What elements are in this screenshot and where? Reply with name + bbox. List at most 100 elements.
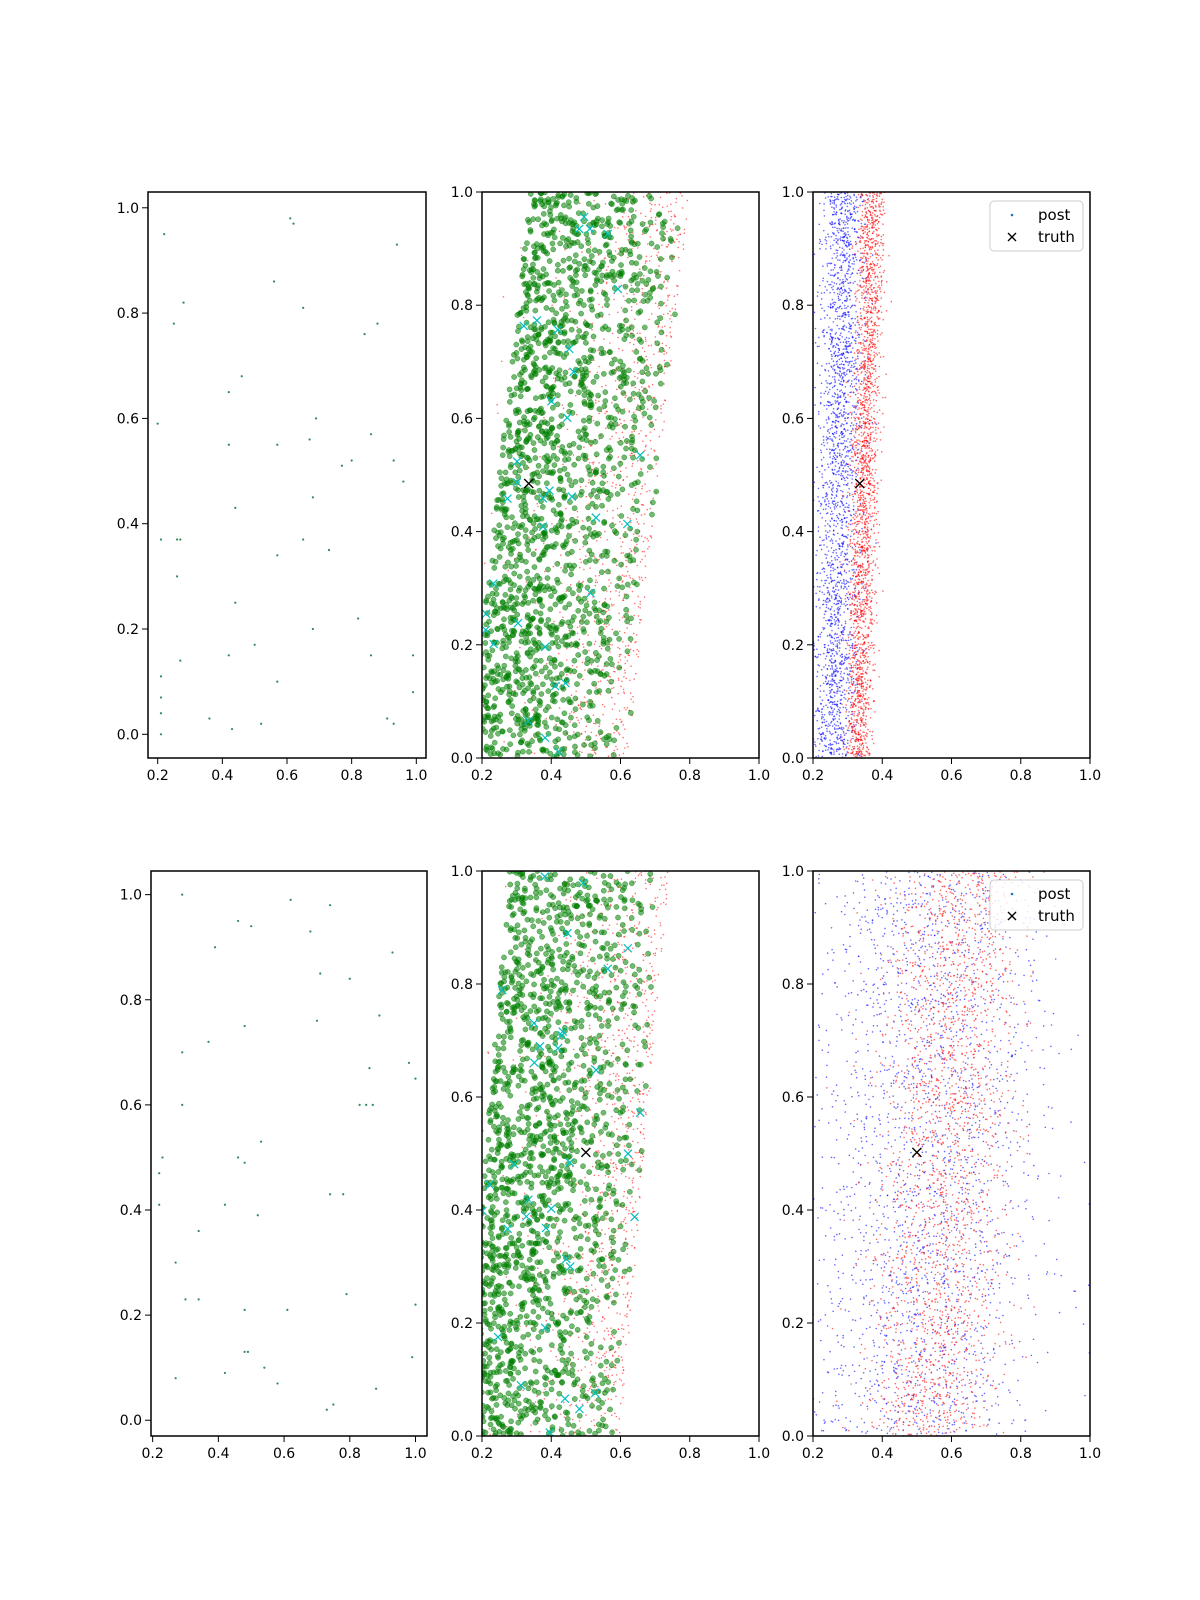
data-point <box>661 244 663 246</box>
data-point <box>818 732 821 735</box>
data-point <box>559 611 561 614</box>
data-point <box>844 657 847 659</box>
data-point <box>850 468 852 471</box>
data-point <box>837 231 840 234</box>
data-point <box>827 429 830 431</box>
data-point <box>828 326 830 328</box>
data-point <box>858 334 861 336</box>
data-point <box>833 524 835 526</box>
data-point <box>648 226 650 228</box>
data-point <box>567 492 577 502</box>
data-point <box>540 468 546 474</box>
data-point <box>670 360 672 362</box>
data-point <box>572 478 579 485</box>
data-point <box>515 749 521 756</box>
data-point <box>821 591 824 594</box>
data-point <box>654 223 657 225</box>
data-point <box>840 461 842 464</box>
data-point <box>651 525 654 527</box>
data-point <box>525 624 532 630</box>
data-point <box>623 593 630 600</box>
data-point <box>847 243 850 246</box>
data-point <box>471 739 476 744</box>
data-point <box>613 732 615 734</box>
data-point <box>276 554 279 557</box>
data-point <box>831 355 833 358</box>
data-point <box>843 477 846 480</box>
data-point <box>610 254 617 261</box>
data-point <box>630 213 637 220</box>
data-point <box>824 680 827 683</box>
data-point <box>646 358 649 361</box>
data-point <box>594 575 597 577</box>
data-point <box>829 453 831 455</box>
data-point <box>839 513 841 516</box>
data-point <box>843 356 846 358</box>
data-point <box>827 370 830 372</box>
data-point <box>670 203 672 206</box>
data-point <box>827 607 830 610</box>
data-point <box>838 221 840 223</box>
data-point <box>836 618 839 620</box>
data-point <box>566 586 572 592</box>
data-point <box>833 708 836 710</box>
data-point <box>839 519 841 522</box>
data-point <box>562 457 568 463</box>
data-point <box>807 659 809 661</box>
data-point <box>845 600 847 603</box>
data-point <box>835 494 838 496</box>
data-point <box>843 239 846 242</box>
data-point <box>494 626 501 633</box>
data-point <box>508 655 515 662</box>
data-point <box>544 570 546 573</box>
data-point <box>539 455 541 458</box>
data-point <box>814 404 816 406</box>
data-point <box>832 569 835 572</box>
data-point <box>847 429 849 432</box>
data-point <box>643 522 645 525</box>
data-point <box>530 690 537 696</box>
data-point <box>829 317 831 319</box>
data-point <box>576 328 583 334</box>
data-point <box>542 707 549 714</box>
data-point <box>674 303 677 306</box>
data-point <box>511 391 518 398</box>
data-point <box>632 632 635 635</box>
data-point <box>844 209 847 211</box>
data-point <box>604 296 610 303</box>
data-point <box>858 529 861 532</box>
data-point <box>828 692 831 695</box>
data-point <box>841 496 844 498</box>
data-point <box>848 492 851 495</box>
data-point <box>619 408 626 415</box>
data-point <box>512 663 519 669</box>
data-point <box>615 241 617 244</box>
data-point <box>548 660 555 666</box>
data-point <box>484 714 491 721</box>
data-point <box>499 496 506 503</box>
data-point <box>547 430 554 437</box>
data-point <box>830 634 832 637</box>
data-point <box>578 619 585 625</box>
data-point <box>655 463 657 465</box>
data-point <box>621 574 624 576</box>
data-point <box>635 303 638 305</box>
data-point <box>855 310 857 313</box>
data-point <box>600 669 603 672</box>
data-point <box>626 742 628 745</box>
data-point <box>666 192 668 195</box>
data-point <box>820 292 823 294</box>
data-point <box>667 243 670 246</box>
data-point <box>179 538 182 541</box>
data-point <box>676 284 678 287</box>
data-point <box>677 256 680 259</box>
x-tick-label: 0.6 <box>276 768 298 784</box>
data-point <box>831 494 834 496</box>
data-point <box>850 438 852 441</box>
data-point <box>547 606 554 612</box>
data-point <box>848 287 850 290</box>
data-point <box>591 269 598 276</box>
data-point <box>624 662 627 665</box>
data-point <box>821 243 823 246</box>
data-point <box>819 374 821 376</box>
